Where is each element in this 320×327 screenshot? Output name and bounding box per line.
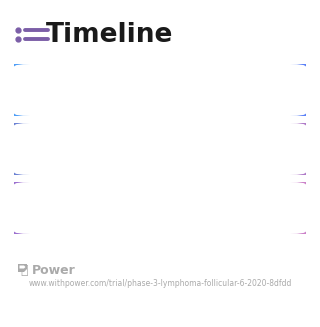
Text: 3 weeks: 3 weeks: [231, 82, 294, 97]
Text: www.withpower.com/trial/phase-3-lymphoma-follicular-6-2020-8dfdd: www.withpower.com/trial/phase-3-lymphoma…: [28, 280, 292, 288]
Text: Varies: Varies: [247, 142, 294, 157]
Text: Power: Power: [32, 264, 76, 277]
Text: Treatment ~: Treatment ~: [32, 142, 128, 157]
Text: ␧: ␧: [20, 264, 28, 277]
Text: up to 1 year: up to 1 year: [201, 200, 294, 215]
Polygon shape: [18, 264, 27, 272]
Text: Screening ~: Screening ~: [32, 82, 126, 97]
Text: Timeline: Timeline: [46, 22, 173, 48]
Polygon shape: [20, 266, 26, 268]
Text: Follow ups ~: Follow ups ~: [32, 200, 130, 215]
